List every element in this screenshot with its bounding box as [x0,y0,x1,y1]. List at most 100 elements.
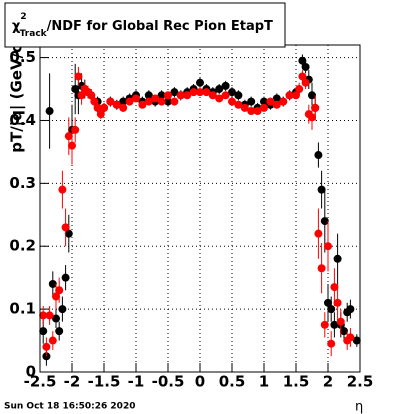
point [336,317,345,326]
x-tick-label: 1.5 [283,373,310,391]
point [228,88,236,97]
point [234,91,243,100]
point [138,100,147,109]
point [292,91,300,100]
x-tick-label: 2.5 [347,373,374,391]
point [100,103,108,112]
point [55,327,64,336]
point [119,97,128,106]
point [196,88,204,97]
point [298,56,307,65]
point [93,103,102,112]
point [61,223,70,232]
point [64,229,73,238]
x-axis-label: η [355,400,363,414]
point [317,264,326,273]
y-tick-label: 0.2 [9,237,36,255]
point [45,107,54,116]
point [164,97,172,106]
point [52,292,60,301]
plot-area: -2.5 -2 -1.5 -1 -0.5 0 0.5 1 1.5 2 2.5 0 0.1 0.2 0.3 0.… [9,44,374,391]
point [45,311,54,320]
point [77,91,86,100]
point [352,336,361,345]
y-tick-label: 0.5 [9,48,36,66]
y-tick-label: 0.4 [9,111,36,129]
x-tick-label: -0.5 [152,373,185,391]
point [119,103,128,112]
point [308,91,316,100]
point [247,107,256,116]
point [144,97,153,106]
point [202,88,211,97]
point [42,342,51,351]
y-tick-label: 0 [26,363,36,381]
point [74,72,83,81]
point [327,339,336,348]
point [314,229,323,238]
point [87,91,96,100]
point [330,283,339,292]
title-symbol: χ [12,19,21,34]
x-tick-label: 0 [195,373,205,391]
point [61,273,70,282]
title-box [4,2,286,48]
point [327,305,336,314]
point [55,286,64,295]
point [298,72,307,81]
point [221,91,230,100]
point [279,97,288,106]
x-tick-label: -2.5 [24,373,57,391]
point [39,311,48,320]
x-tick-label: 2 [323,373,333,391]
point [71,125,80,134]
title-sub: Track [20,29,48,39]
x-tick-label: 1 [259,373,269,391]
point [48,336,57,345]
point [58,305,67,314]
point [39,327,48,336]
point [324,298,332,307]
point [68,141,76,150]
point [308,113,316,122]
point [90,97,99,106]
point [125,97,134,106]
point [266,97,275,106]
point [215,85,224,94]
point [208,91,217,100]
point [96,110,105,119]
chart-title: χ2 Track/NDF for Global Rec Pion EtapT [12,12,273,39]
point [247,97,256,106]
point [228,97,236,106]
point [346,305,355,314]
point [240,103,249,112]
point [253,107,262,116]
point [311,103,320,112]
point [317,185,326,194]
x-tick-label: -1 [128,373,145,391]
x-tick-label: 0.5 [219,373,246,391]
x-tick-label: -1.5 [88,373,121,391]
point [234,100,243,109]
point [333,254,342,263]
point [71,85,80,94]
point [183,91,192,100]
point [64,132,73,141]
point [320,217,329,226]
point [324,242,332,251]
point [333,298,342,307]
point [164,91,172,100]
point [346,333,355,342]
point [260,97,268,106]
point [196,78,204,87]
point [272,94,281,103]
point [295,85,304,94]
point [301,78,310,87]
point [157,97,166,106]
point [58,185,67,194]
point [106,97,115,106]
y-axis-label: pT/|q| (GeV/c) [8,37,27,153]
point [301,63,310,72]
